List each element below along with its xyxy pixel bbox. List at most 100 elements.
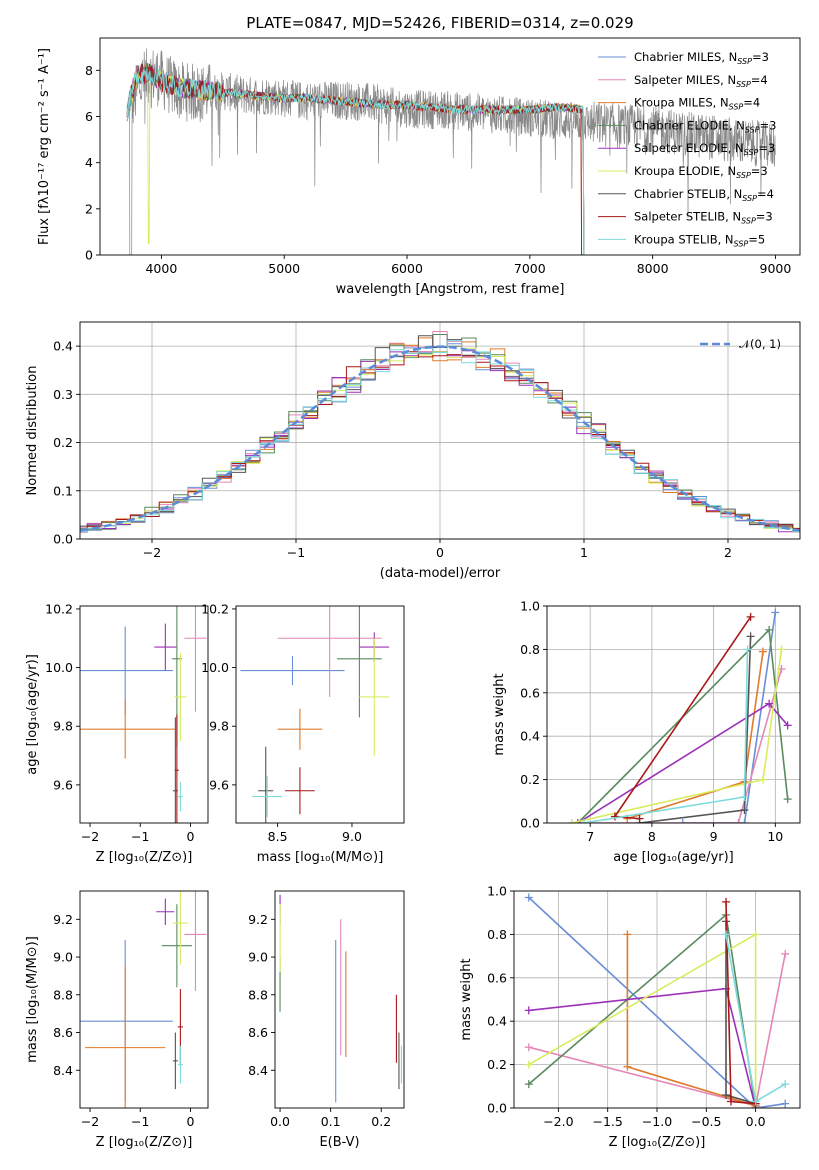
legend-entry-kroupa_elodie: Kroupa ELODIE, NSSP=3 — [634, 164, 768, 180]
weight-line-kroupa_miles — [626, 934, 756, 1107]
x-tick-label: 0 — [186, 1114, 194, 1129]
y-tick-label: 8.8 — [53, 987, 73, 1002]
y-tick-label: 1.0 — [487, 884, 507, 899]
weight-marker-salpeter_stelib — [722, 897, 731, 906]
weight-marker-chabrier_miles — [524, 893, 533, 902]
plot-area-weight_vs_age — [567, 608, 792, 823]
y-tick-label: 10.0 — [201, 660, 229, 675]
x-tick-label: 8.5 — [268, 829, 288, 844]
legend-entry-gaussian: 𝒩(0, 1) — [739, 337, 781, 351]
y-tick-label: 9.0 — [53, 950, 73, 965]
plot-area-spectrum — [126, 48, 776, 255]
x-tick-label: 7000 — [514, 261, 546, 276]
y-tick-label: 9.2 — [248, 912, 268, 927]
weight-series-salpeter_elodie — [573, 699, 792, 823]
y-tick-label: 0.8 — [520, 642, 540, 657]
y-tick-label: 0.0 — [487, 1101, 507, 1116]
errorbar-chabrier_miles — [240, 655, 345, 686]
y-tick-label: 9.0 — [248, 950, 268, 965]
x-axis-label: wavelength [Angstrom, rest frame] — [336, 282, 565, 297]
x-tick-label: 0.1 — [321, 1114, 341, 1129]
errorbar-kroupa_miles — [277, 708, 323, 750]
legend-entry-chabrier_miles: Chabrier MILES, NSSP=3 — [634, 50, 769, 66]
weight-marker-kroupa_miles — [623, 930, 632, 939]
y-tick-label: 0.2 — [487, 1057, 507, 1072]
x-tick-label: −2.0 — [543, 1114, 573, 1129]
plot-area-mass_vs_ebv — [279, 894, 403, 1103]
y-tick-label: 6 — [85, 109, 93, 124]
x-tick-label: 8 — [648, 829, 656, 844]
y-tick-label: 0.6 — [520, 685, 540, 700]
axes-frame — [99, 37, 801, 256]
weight-marker-kroupa_elodie — [777, 645, 786, 654]
y-tick-label: 9.8 — [53, 719, 73, 734]
plot-area-mass_vs_Z — [80, 891, 207, 1108]
y-tick-label: 0.8 — [487, 927, 507, 942]
errorbar-salpeter_elodie — [154, 623, 177, 671]
weight-series-kroupa_miles — [623, 930, 760, 1108]
plot-area-age_vs_mass — [240, 606, 390, 823]
errorbar-chabrier_elodie — [337, 606, 382, 718]
y-axis-label: mass weight — [459, 958, 474, 1040]
weight-marker-salpeter_stelib — [610, 812, 619, 821]
weight-line-chabrier_miles — [682, 612, 777, 823]
x-axis-label: Z [log₁₀(Z/Z⊙)] — [96, 1135, 193, 1150]
y-tick-label: 10.2 — [201, 601, 229, 616]
x-axis-label: mass [log₁₀(M/M⊙)] — [257, 850, 384, 865]
weight-marker-salpeter_elodie — [783, 721, 792, 730]
panel-weight_vs_age: 7 8 9 10 0.0 0.2 0.4 0.6 0.8 1.0 age [log₁₀(age/yr… — [492, 599, 801, 865]
panel-mass_vs_ebv: 0.0 0.1 0.2 8.4 8.6 8.8 9.0 9.2 E(B-V) — [248, 890, 405, 1150]
x-tick-label: 5000 — [268, 261, 300, 276]
legend-entry-kroupa_miles: Kroupa MILES, NSSP=4 — [634, 96, 760, 112]
errorbar-chabrier_stelib — [172, 1032, 178, 1090]
y-tick-label: 8.4 — [53, 1063, 73, 1078]
weight-line-chabrier_elodie — [577, 628, 789, 823]
y-axis-label: mass [log₁₀(M/M⊙)] — [25, 936, 40, 1063]
x-tick-label: −1.5 — [593, 1114, 623, 1129]
axes-frame — [79, 605, 209, 824]
model-spectrum-salpeter_stelib — [126, 63, 584, 255]
weight-marker-kroupa_elodie — [524, 1060, 533, 1069]
weight-line-salpeter_miles — [571, 668, 783, 823]
panel-age_vs_Z: −2 −1 0 9.6 9.8 10.0 10.2 Z [log₁₀(Z/Z⊙)] age [l… — [25, 601, 209, 865]
y-axis-label: Normed distribution — [25, 366, 40, 496]
x-tick-label: 10 — [767, 829, 783, 844]
weight-series-chabrier_elodie — [524, 910, 760, 1108]
weight-marker-chabrier_elodie — [524, 1080, 533, 1089]
y-tick-label: 9.8 — [209, 719, 229, 734]
weight-marker-salpeter_stelib — [726, 1097, 735, 1106]
legend-entry-salpeter_miles: Salpeter MILES, NSSP=4 — [634, 73, 768, 89]
y-tick-label: 0.4 — [487, 1014, 507, 1029]
weight-marker-chabrier_miles — [740, 819, 749, 823]
y-tick-label: 0.1 — [53, 483, 73, 498]
errorbar-salpeter_miles — [277, 606, 382, 697]
plot-area-age_vs_Z — [80, 606, 207, 823]
weight-series-chabrier_miles — [678, 608, 780, 823]
weight-marker-chabrier_elodie — [783, 795, 792, 804]
y-tick-label: 0.0 — [520, 816, 540, 831]
y-tick-label: 0.3 — [53, 387, 73, 402]
weight-line-salpeter_elodie — [577, 702, 789, 823]
x-axis-label: E(B-V) — [319, 1135, 359, 1150]
weight-marker-kroupa_miles — [623, 1062, 632, 1071]
plot-area-residuals — [80, 331, 800, 533]
y-axis-label: mass weight — [492, 673, 507, 755]
figure-title: PLATE=0847, MJD=52426, FIBERID=0314, z=0… — [246, 14, 633, 32]
weight-marker-salpeter_elodie — [524, 1006, 533, 1015]
x-tick-label: −1.0 — [642, 1114, 672, 1129]
errorbar-salpeter_elodie — [156, 898, 175, 925]
weight-marker-salpeter_miles — [524, 1043, 533, 1052]
y-tick-label: 4 — [85, 155, 93, 170]
y-tick-label: 9.6 — [53, 777, 73, 792]
x-tick-label: 9 — [710, 829, 718, 844]
y-tick-label: 2 — [85, 201, 93, 216]
weight-line-chabrier_miles — [528, 896, 786, 1108]
x-tick-label: 4000 — [145, 261, 177, 276]
weight-line-chabrier_elodie — [528, 913, 757, 1108]
gaussian-curve — [80, 345, 800, 532]
weight-line-salpeter_stelib — [613, 616, 752, 820]
weight-marker-kroupa_stelib — [751, 1097, 760, 1106]
weight-marker-salpeter_stelib — [746, 612, 755, 621]
x-tick-label: 0.2 — [371, 1114, 391, 1129]
